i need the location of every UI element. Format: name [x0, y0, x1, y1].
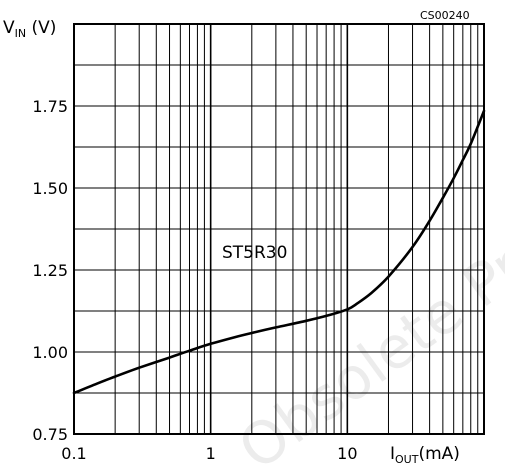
x-tick-labels: 0.1 1 10: [61, 444, 357, 463]
x-tick-label: 1: [206, 444, 216, 463]
y-axis-label-unit: (V): [26, 18, 56, 38]
y-axis-label-sub: IN: [15, 27, 26, 40]
y-tick-label: 1.75: [32, 97, 68, 116]
y-tick-label: 1.50: [32, 179, 68, 198]
x-axis-label-unit: (mA): [418, 444, 459, 464]
figure-code: CS00240: [420, 9, 470, 22]
x-tick-label: 10: [337, 444, 357, 463]
x-axis-label-main: I: [390, 444, 395, 464]
plot-frame: [73, 23, 485, 435]
y-tick-label: 0.75: [32, 425, 68, 444]
x-tick-label: 0.1: [61, 444, 86, 463]
curve-annotation: ST5R30: [222, 243, 287, 263]
x-axis-label-sub: OUT: [395, 453, 419, 466]
y-tick-labels: 0.75 1.00 1.25 1.50 1.75: [32, 97, 68, 444]
y-tick-label: 1.00: [32, 343, 68, 362]
y-tick-label: 1.25: [32, 261, 68, 280]
series-line-vin: [72, 109, 486, 395]
y-axis-label-main: V: [3, 18, 15, 38]
y-axis-label: VIN (V): [3, 18, 56, 40]
x-axis-label: IOUT(mA): [390, 444, 460, 466]
grid: [74, 24, 484, 434]
